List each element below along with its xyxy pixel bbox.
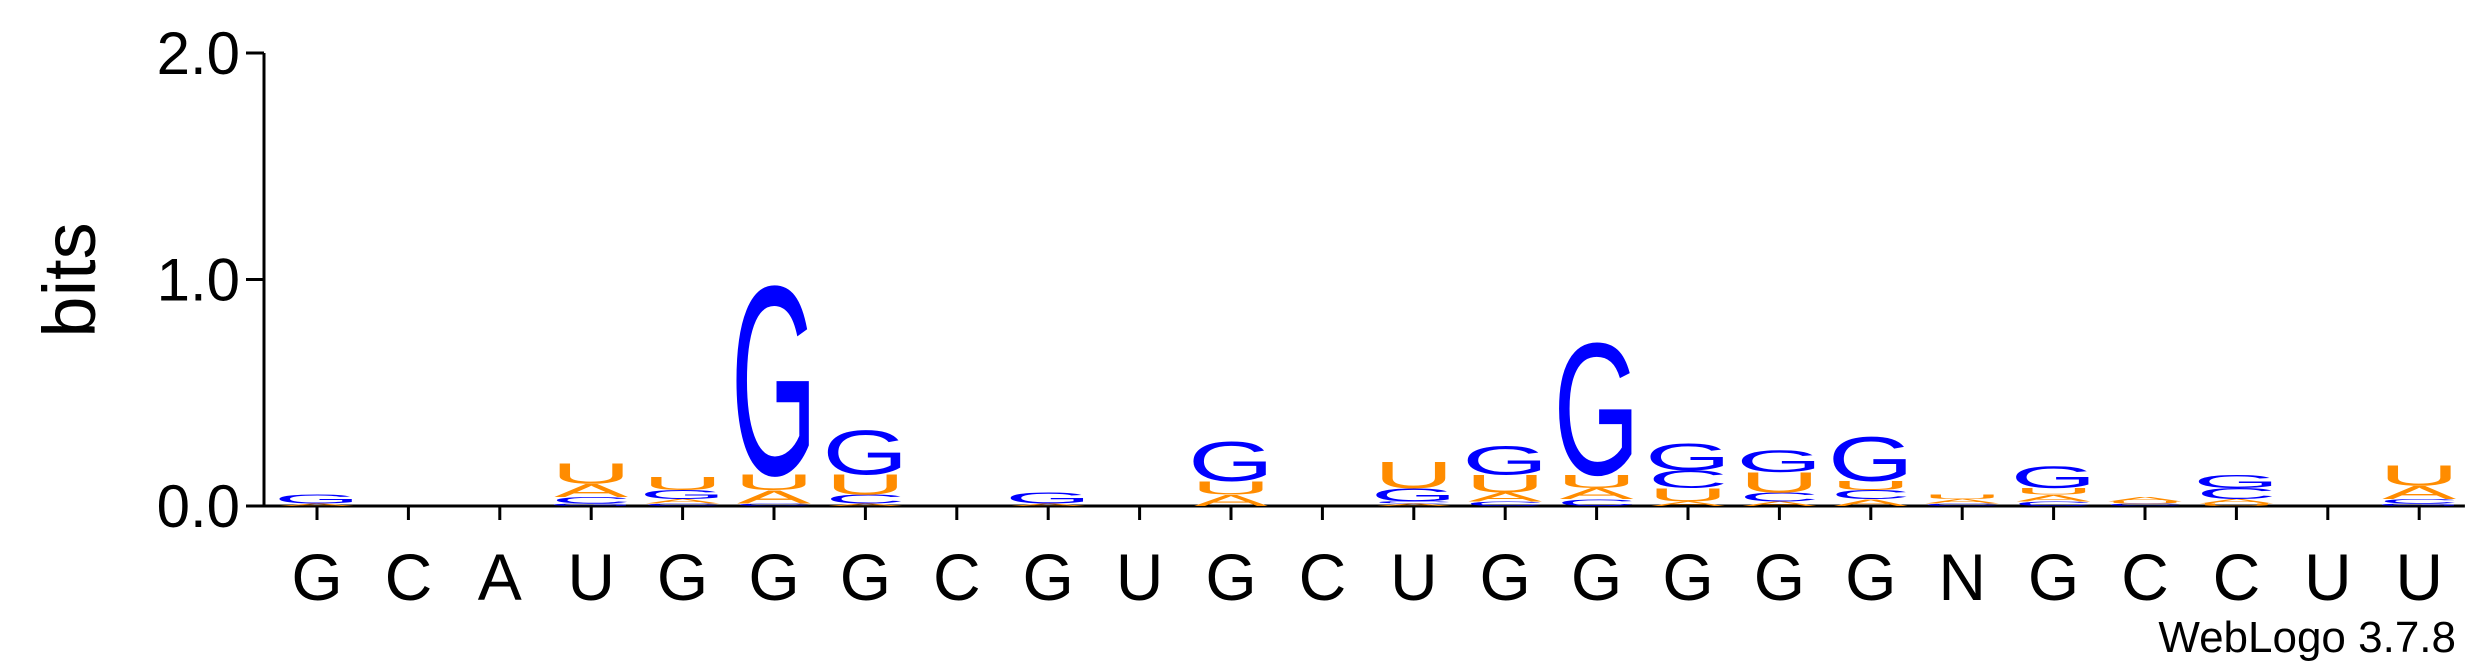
x-tick-label: C xyxy=(933,540,981,614)
x-tick-label: U xyxy=(2395,540,2443,614)
logo-letter: G xyxy=(822,418,908,489)
x-tick-label: G xyxy=(1023,540,1074,614)
logo-letter: G xyxy=(548,503,634,507)
x-tick-label: C xyxy=(385,540,433,614)
logo-letter: U xyxy=(1374,454,1454,496)
logo-letter: G xyxy=(1371,484,1457,505)
y-axis-label: bits xyxy=(28,222,111,337)
logo-letter: U xyxy=(734,470,814,495)
x-tick-label: U xyxy=(1116,540,1164,614)
logo-letter: A xyxy=(280,503,355,507)
x-tick-label: G xyxy=(657,540,708,614)
logo-letter: U xyxy=(1557,471,1637,492)
logo-letter: C xyxy=(1557,497,1637,508)
logo-letter: A xyxy=(1377,503,1452,507)
logo-letter: C xyxy=(2196,485,2276,503)
logo-letter: C xyxy=(2014,500,2094,507)
logo-letter: C xyxy=(1831,488,1911,502)
logo-letter: G xyxy=(1553,304,1639,515)
footer: WebLogo 3.7.8 xyxy=(2158,613,2456,662)
logo-letter: A xyxy=(1925,498,2000,505)
x-tick-label: C xyxy=(2121,540,2169,614)
logo-letter: U xyxy=(1191,478,1271,499)
logo-letter: U xyxy=(643,473,723,494)
logo-letter: G xyxy=(2193,471,2279,492)
logo-letter: G xyxy=(1188,430,1274,494)
logo-letter: C xyxy=(2105,503,2185,507)
x-tick-label: U xyxy=(567,540,615,614)
x-tick-label: G xyxy=(840,540,891,614)
logo-letter: G xyxy=(274,492,360,506)
x-tick-label: U xyxy=(1390,540,1438,614)
logo-letter: C xyxy=(2379,498,2459,505)
logo-letter: C xyxy=(1739,490,1819,504)
x-tick-label: G xyxy=(1571,540,1622,614)
logo-letter: G xyxy=(1645,436,1731,478)
logo-letter: A xyxy=(2017,493,2092,504)
logo-letter: U xyxy=(2196,503,2276,507)
logo-letter: A xyxy=(1834,497,1909,508)
logo-letter: U xyxy=(1739,467,1819,499)
logo-letter: A xyxy=(2108,496,2183,503)
logo-letter: G xyxy=(1005,489,1091,507)
logo-letter: U xyxy=(1465,470,1545,498)
logo-letter: C xyxy=(1465,500,1545,507)
y-tick-label: 1.0 xyxy=(157,247,240,314)
logo-letter: A xyxy=(1468,490,1542,504)
logo-letter: U xyxy=(2105,501,2185,505)
y-tick-label: 2.0 xyxy=(157,20,240,87)
logo-letter: G xyxy=(2011,460,2097,495)
x-tick-label: C xyxy=(1299,540,1347,614)
x-tick-label: C xyxy=(2213,540,2261,614)
logo-letter: C xyxy=(1374,501,1454,505)
logo-letter: A xyxy=(646,498,721,505)
logo-letter: A xyxy=(2382,482,2456,503)
x-tick-label: N xyxy=(1938,540,1986,614)
logo-letter: A xyxy=(737,487,811,508)
logo-letter: A xyxy=(554,480,628,501)
x-tick-label: U xyxy=(2304,540,2352,614)
logo-letter: U xyxy=(2014,486,2094,497)
x-tick-label: G xyxy=(1845,540,1896,614)
logo-letter: C xyxy=(551,495,631,506)
logo-letter: U xyxy=(1922,494,2002,501)
logo-letter: A xyxy=(1560,485,1634,503)
x-tick-label: G xyxy=(748,540,799,614)
logo-letter: C xyxy=(825,492,905,506)
logo-letter: G xyxy=(640,488,726,502)
x-tick-label: G xyxy=(1480,540,1531,614)
logo-letter: C xyxy=(1648,465,1728,493)
logo-letter: G xyxy=(1736,444,1822,479)
logo-letter: U xyxy=(825,469,905,501)
logo-letter: G xyxy=(1828,425,1914,496)
logo-letter: A xyxy=(828,503,903,507)
logo-letter: G xyxy=(731,230,817,532)
x-tick-label: G xyxy=(1662,540,1713,614)
logo-letter: U xyxy=(2379,460,2459,492)
x-tick-label: G xyxy=(1205,540,1256,614)
logo-letter: G xyxy=(1462,437,1548,483)
logo-letter: U xyxy=(1648,484,1728,505)
logo-letter: U xyxy=(1831,479,1911,493)
logo-letter: A xyxy=(1011,503,1086,507)
logo-letter: G xyxy=(2376,503,2462,507)
logo-letter: A xyxy=(1742,500,1817,507)
logo-letter: C xyxy=(643,503,723,507)
x-tick-label: G xyxy=(291,540,342,614)
logo-letter: A xyxy=(2199,498,2274,505)
logo-letter: A xyxy=(1194,492,1268,510)
logo-letter: A xyxy=(1651,500,1726,507)
logo-letter: U xyxy=(551,458,631,490)
logo-letter: C xyxy=(1922,503,2002,507)
x-tick-label: A xyxy=(478,540,522,614)
x-tick-label: G xyxy=(1754,540,1805,614)
y-tick-label: 0.0 xyxy=(157,473,240,540)
logo-letter: C xyxy=(734,503,814,507)
x-tick-label: G xyxy=(2028,540,2079,614)
